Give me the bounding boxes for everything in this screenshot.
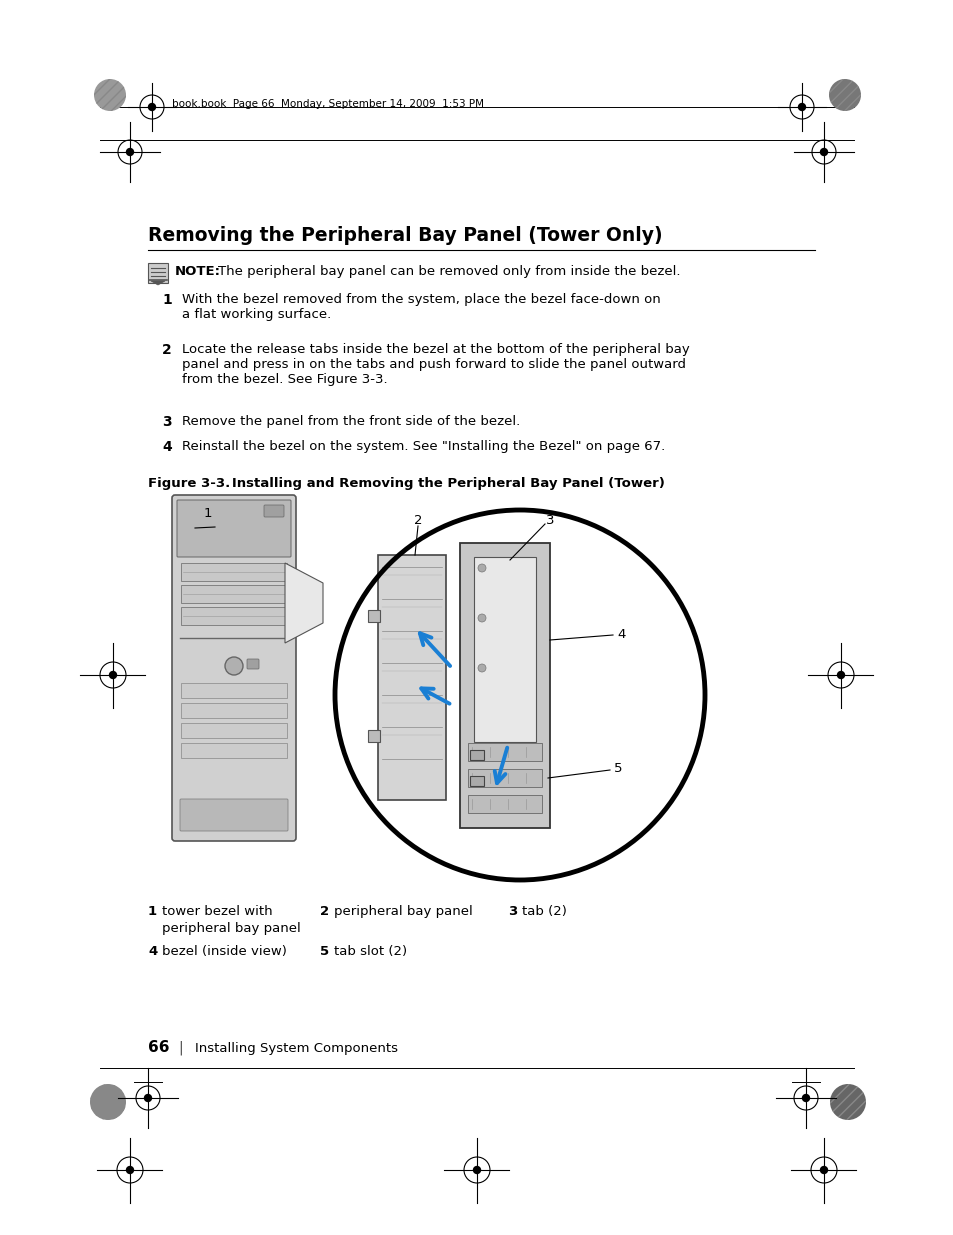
Circle shape	[127, 148, 133, 156]
Text: 2: 2	[414, 514, 422, 526]
FancyBboxPatch shape	[181, 743, 287, 758]
Text: NOTE:: NOTE:	[174, 266, 221, 278]
FancyBboxPatch shape	[468, 769, 541, 787]
Text: |: |	[178, 1041, 182, 1055]
Text: Remove the panel from the front side of the bezel.: Remove the panel from the front side of …	[182, 415, 519, 429]
Text: The peripheral bay panel can be removed only from inside the bezel.: The peripheral bay panel can be removed …	[218, 266, 679, 278]
Circle shape	[837, 672, 843, 678]
FancyBboxPatch shape	[247, 659, 258, 669]
Text: Installing System Components: Installing System Components	[194, 1042, 397, 1055]
FancyBboxPatch shape	[181, 703, 287, 718]
Circle shape	[820, 1167, 826, 1173]
Text: 2: 2	[162, 343, 172, 357]
Text: 5: 5	[613, 762, 621, 774]
Text: With the bezel removed from the system, place the bezel face-down on
a flat work: With the bezel removed from the system, …	[182, 293, 660, 321]
Text: bezel (inside view): bezel (inside view)	[162, 945, 287, 958]
Polygon shape	[151, 282, 165, 285]
Circle shape	[477, 664, 485, 672]
FancyBboxPatch shape	[264, 505, 284, 517]
Circle shape	[335, 510, 704, 881]
Circle shape	[90, 1084, 126, 1120]
Text: 1: 1	[203, 508, 212, 520]
FancyBboxPatch shape	[180, 799, 288, 831]
Circle shape	[225, 657, 243, 676]
Text: 3: 3	[507, 905, 517, 918]
Text: Installing and Removing the Peripheral Bay Panel (Tower): Installing and Removing the Peripheral B…	[218, 477, 664, 490]
Text: 3: 3	[162, 415, 172, 429]
FancyBboxPatch shape	[470, 776, 483, 785]
FancyBboxPatch shape	[468, 795, 541, 813]
FancyBboxPatch shape	[377, 555, 446, 800]
Text: book.book  Page 66  Monday, September 14, 2009  1:53 PM: book.book Page 66 Monday, September 14, …	[172, 99, 483, 109]
Text: Removing the Peripheral Bay Panel (Tower Only): Removing the Peripheral Bay Panel (Tower…	[148, 226, 662, 245]
Circle shape	[149, 104, 155, 110]
FancyBboxPatch shape	[459, 543, 550, 827]
FancyBboxPatch shape	[368, 730, 379, 742]
FancyBboxPatch shape	[181, 563, 287, 580]
Circle shape	[110, 672, 116, 678]
Text: 4: 4	[148, 945, 157, 958]
Circle shape	[801, 1094, 809, 1102]
Text: 2: 2	[319, 905, 329, 918]
Text: 4: 4	[162, 440, 172, 454]
Text: Reinstall the bezel on the system. See "Installing the Bezel" on page 67.: Reinstall the bezel on the system. See "…	[182, 440, 664, 453]
Text: tower bezel with: tower bezel with	[162, 905, 273, 918]
Circle shape	[477, 564, 485, 572]
FancyBboxPatch shape	[181, 585, 287, 603]
Circle shape	[127, 1167, 133, 1173]
FancyBboxPatch shape	[181, 683, 287, 698]
Circle shape	[828, 79, 861, 111]
FancyBboxPatch shape	[177, 500, 291, 557]
FancyBboxPatch shape	[181, 722, 287, 739]
Text: 66: 66	[148, 1040, 170, 1055]
Text: peripheral bay panel: peripheral bay panel	[162, 923, 300, 935]
Text: Figure 3-3.: Figure 3-3.	[148, 477, 230, 490]
Text: peripheral bay panel: peripheral bay panel	[334, 905, 473, 918]
Circle shape	[473, 1167, 480, 1173]
FancyBboxPatch shape	[468, 743, 541, 761]
FancyBboxPatch shape	[181, 606, 287, 625]
Text: 4: 4	[618, 629, 625, 641]
Text: tab (2): tab (2)	[521, 905, 566, 918]
Text: Locate the release tabs inside the bezel at the bottom of the peripheral bay
pan: Locate the release tabs inside the bezel…	[182, 343, 689, 387]
Circle shape	[829, 1084, 865, 1120]
Circle shape	[820, 148, 826, 156]
Text: tab slot (2): tab slot (2)	[334, 945, 407, 958]
Circle shape	[144, 1094, 152, 1102]
Circle shape	[477, 614, 485, 622]
FancyBboxPatch shape	[172, 495, 295, 841]
FancyBboxPatch shape	[470, 750, 483, 760]
Circle shape	[94, 79, 126, 111]
FancyBboxPatch shape	[368, 610, 379, 622]
Polygon shape	[285, 563, 323, 643]
Text: 1: 1	[148, 905, 157, 918]
FancyBboxPatch shape	[148, 263, 168, 283]
FancyBboxPatch shape	[474, 557, 536, 742]
Text: 5: 5	[319, 945, 329, 958]
Text: 1: 1	[162, 293, 172, 308]
Circle shape	[798, 104, 804, 110]
Text: 3: 3	[545, 514, 554, 526]
